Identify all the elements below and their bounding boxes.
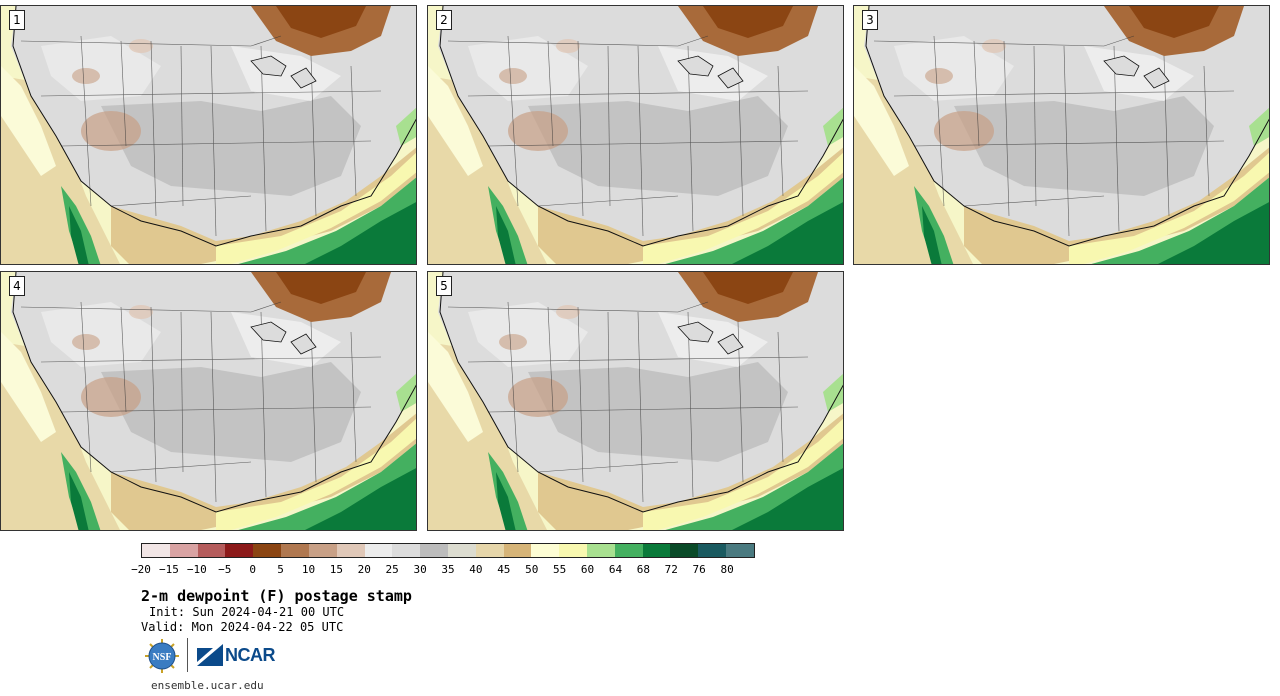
colorbar-tick-label: 30 <box>413 563 427 576</box>
member-number-label: 5 <box>436 276 452 296</box>
colorbar-swatch <box>559 544 587 557</box>
colorbar-tick-label: −10 <box>186 563 207 576</box>
colorbar-tick-label: 45 <box>497 563 511 576</box>
colorbar-tick-label: 50 <box>525 563 539 576</box>
member-number-label: 4 <box>9 276 25 296</box>
ncar-logo: NCAR <box>197 643 276 667</box>
ncar-mark-icon <box>197 644 223 666</box>
colorbar-swatch <box>614 544 643 557</box>
colorbar-swatch <box>281 544 309 557</box>
postage-stamp-panel: 4 <box>0 271 417 531</box>
dewpoint-map <box>854 6 1269 264</box>
colorbar-swatch <box>447 544 476 557</box>
colorbar-swatch <box>169 544 198 557</box>
colorbar <box>141 543 755 558</box>
colorbar-swatch <box>142 544 170 557</box>
colorbar-swatch <box>197 544 226 557</box>
colorbar-tick-label: −15 <box>158 563 179 576</box>
colorbar-tick-label: 80 <box>720 563 734 576</box>
colorbar-swatch <box>726 544 754 557</box>
colorbar-swatch <box>336 544 365 557</box>
dewpoint-map <box>428 6 843 264</box>
colorbar-swatch <box>475 544 504 557</box>
colorbar-swatch <box>503 544 532 557</box>
colorbar-tick-label: 60 <box>580 563 595 576</box>
colorbar-tick-label: 5 <box>277 563 284 576</box>
ncar-logo-text: NCAR <box>225 644 276 665</box>
colorbar-tick-label: 64 <box>608 563 623 576</box>
postage-stamp-panel: 3 <box>853 5 1270 265</box>
postage-stamp-panel: 5 <box>427 271 844 531</box>
colorbar-swatch <box>670 544 699 557</box>
postage-stamp-panel: 2 <box>427 5 844 265</box>
nsf-logo: NSF <box>144 638 180 674</box>
colorbar-swatch <box>531 544 560 557</box>
nsf-logo-text: NSF <box>153 652 172 663</box>
colorbar-tick-label: 35 <box>441 563 455 576</box>
colorbar-tick-label: −5 <box>218 563 232 576</box>
colorbar-tick-label: 25 <box>385 563 399 576</box>
dewpoint-map <box>1 6 416 264</box>
colorbar-swatch <box>420 544 448 557</box>
colorbar-swatch <box>308 544 337 557</box>
dewpoint-map <box>1 272 416 530</box>
colorbar-swatch <box>225 544 254 557</box>
colorbar-swatch <box>364 544 393 557</box>
colorbar-tick-label: 55 <box>553 563 567 576</box>
logo-divider <box>187 638 188 672</box>
member-number-label: 2 <box>436 10 452 30</box>
colorbar-tick-label: 76 <box>692 563 706 576</box>
colorbar-tick-label: 68 <box>636 563 650 576</box>
valid-time: Valid: Mon 2024-04-22 05 UTC <box>141 620 344 634</box>
colorbar-swatch <box>642 544 671 557</box>
colorbar-tick-label: 15 <box>329 563 343 576</box>
colorbar-tick-label: 72 <box>664 563 678 576</box>
colorbar-swatch <box>587 544 615 557</box>
colorbar-tick-label: 10 <box>301 563 316 576</box>
colorbar-ticks: −20 −15 −10 −5 0 5 10 15 20 25 30 35 40 45 50 55 60 64 68 7… <box>131 563 755 577</box>
member-number-label: 1 <box>9 10 25 30</box>
init-time: Init: Sun 2024-04-21 00 UTC <box>149 605 345 619</box>
colorbar-swatch <box>253 544 282 557</box>
member-number-label: 3 <box>862 10 878 30</box>
dewpoint-map <box>428 272 843 530</box>
colorbar-swatch <box>698 544 727 557</box>
site-url: ensemble.ucar.edu <box>151 679 264 692</box>
plot-title: 2-m dewpoint (F) postage stamp <box>141 587 412 605</box>
colorbar-tick-label: −20 <box>131 563 151 576</box>
postage-stamp-panel: 1 <box>0 5 417 265</box>
colorbar-tick-label: 40 <box>469 563 483 576</box>
colorbar-tick-label: 0 <box>249 563 256 576</box>
colorbar-tick-label: 20 <box>357 563 371 576</box>
colorbar-swatch <box>392 544 421 557</box>
